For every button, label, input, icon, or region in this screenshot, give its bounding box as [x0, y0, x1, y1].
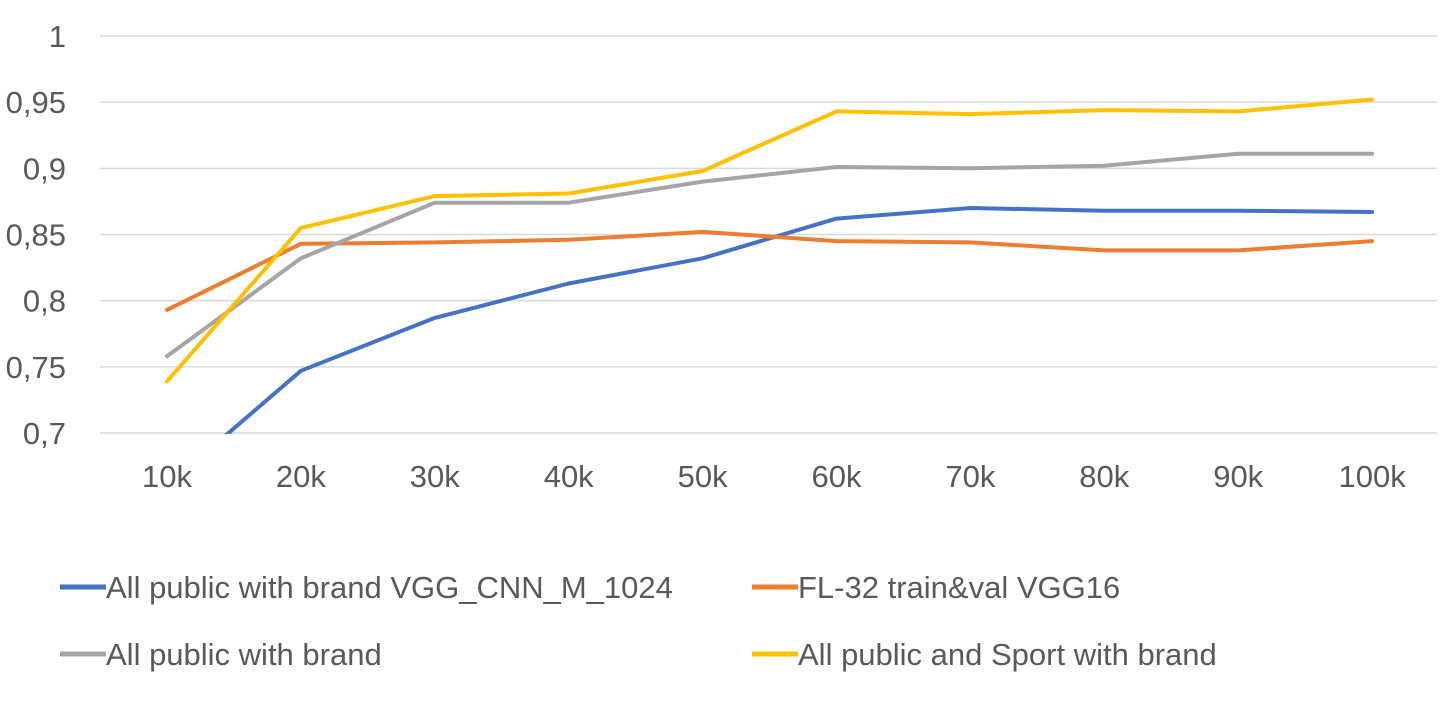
legend-item: All public with brand VGG_CNN_M_1024 — [60, 570, 673, 605]
legend-label: All public with brand — [106, 637, 382, 672]
x-tick-label: 10k — [142, 459, 192, 494]
x-axis-tick-labels: 10k 20k 30k 40k 50k 60k 70k 80k 90k 100k — [142, 459, 1406, 494]
y-tick-label: 0,95 — [6, 85, 66, 120]
y-tick-label: 0,9 — [23, 151, 66, 186]
x-tick-label: 20k — [276, 459, 326, 494]
series-line — [165, 97, 1375, 384]
legend-item: All public with brand — [60, 637, 382, 672]
legend-label: All public with brand VGG_CNN_M_1024 — [106, 570, 673, 605]
y-tick-label: 1 — [49, 19, 66, 54]
legend-item: All public and Sport with brand — [752, 637, 1217, 672]
legend-item: FL-32 train&val VGG16 — [752, 570, 1120, 605]
x-tick-label: 90k — [1213, 459, 1263, 494]
gridlines — [100, 35, 1437, 434]
x-tick-label: 60k — [812, 459, 862, 494]
x-tick-label: 100k — [1338, 459, 1406, 494]
legend-label: All public and Sport with brand — [798, 637, 1217, 672]
x-tick-label: 50k — [678, 459, 728, 494]
y-tick-label: 0,85 — [6, 218, 66, 253]
x-tick-label: 70k — [945, 459, 995, 494]
y-tick-label: 0,8 — [23, 284, 66, 319]
series-lines — [165, 97, 1375, 434]
x-tick-label: 40k — [544, 459, 594, 494]
y-tick-label: 0,7 — [23, 416, 66, 451]
x-tick-label: 30k — [410, 459, 460, 494]
series-line — [165, 151, 1375, 359]
legend-label: FL-32 train&val VGG16 — [798, 570, 1120, 605]
series-line — [165, 229, 1375, 312]
y-tick-label: 0,75 — [6, 350, 66, 385]
x-tick-label: 80k — [1079, 459, 1129, 494]
y-axis-tick-labels: 0,7 0,75 0,8 0,85 0,9 0,95 1 — [6, 19, 66, 451]
legend: All public with brand VGG_CNN_M_1024 FL-3… — [60, 570, 1217, 672]
